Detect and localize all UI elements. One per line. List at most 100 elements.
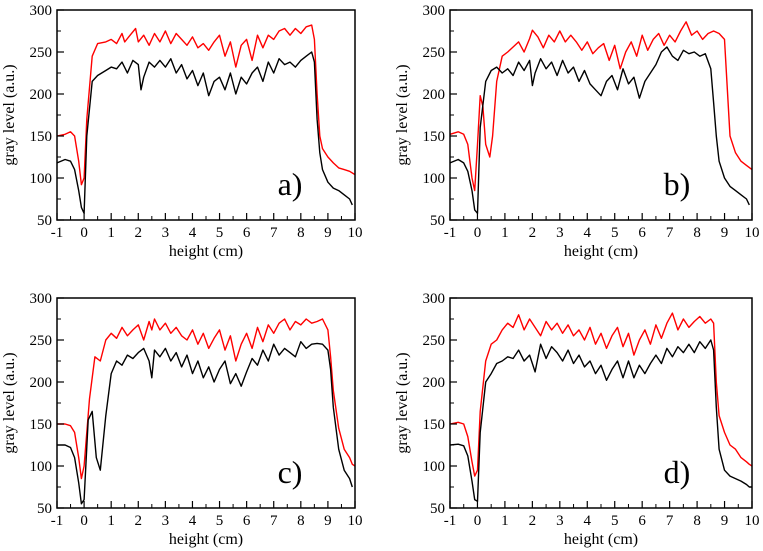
- x-tick-label: 2: [135, 225, 143, 241]
- x-tick-label: 5: [611, 225, 619, 241]
- x-tick-label: 0: [474, 225, 482, 241]
- x-tick-label: 6: [638, 513, 646, 529]
- x-axis-label: height (cm): [169, 243, 243, 260]
- y-tick-label: 250: [30, 45, 53, 61]
- x-tick-label: 3: [162, 225, 170, 241]
- x-tick-label: 9: [324, 225, 332, 241]
- x-tick-label: 2: [135, 513, 143, 529]
- chart-panel-3: -1 0 1 2 3 4 5 6 7 8 9 10 50 100 150 200 250 300 height (c…: [394, 291, 760, 548]
- x-tick-label: 10: [348, 225, 363, 241]
- y-tick-label: 300: [30, 291, 53, 307]
- y-tick-label: 200: [423, 87, 446, 103]
- x-tick-label: 9: [324, 513, 332, 529]
- x-tick-label: 8: [693, 225, 701, 241]
- x-tick-label: 8: [297, 225, 305, 241]
- plot-frame: [56, 9, 356, 221]
- y-tick-label: 150: [30, 129, 53, 145]
- x-tick-label: 1: [107, 225, 115, 241]
- series-line-red: [56, 24, 356, 186]
- x-tick-label: 4: [584, 225, 592, 241]
- x-axis-label: height (cm): [564, 243, 638, 260]
- x-tick-label: 5: [216, 225, 224, 241]
- x-tick-label: 3: [556, 225, 564, 241]
- panel-label: c): [278, 454, 303, 490]
- x-tick-label: -1: [51, 513, 64, 529]
- x-tick-label: 10: [745, 225, 760, 241]
- x-tick-label: 6: [243, 225, 251, 241]
- x-tick-label: 9: [721, 513, 729, 529]
- y-axis-label: gray level (a.u.): [1, 352, 18, 453]
- x-tick-label: -1: [444, 513, 457, 529]
- series-line-black: [449, 46, 750, 215]
- y-tick-label: 300: [423, 3, 446, 19]
- y-tick-label: 250: [423, 45, 446, 61]
- x-tick-label: 7: [666, 225, 674, 241]
- x-tick-label: 3: [556, 513, 564, 529]
- y-tick-label: 300: [30, 3, 53, 19]
- y-tick-label: 150: [423, 417, 446, 433]
- series-line-black: [449, 339, 752, 502]
- y-axis-label: gray level (a.u.): [394, 64, 411, 165]
- y-tick-label: 100: [423, 171, 446, 187]
- y-tick-label: 200: [30, 87, 53, 103]
- x-tick-label: -1: [444, 225, 457, 241]
- panel-label: d): [664, 454, 691, 490]
- x-tick-label: -1: [51, 225, 64, 241]
- x-tick-label: 0: [80, 225, 88, 241]
- x-tick-label: 6: [638, 225, 646, 241]
- y-tick-label: 100: [423, 459, 446, 475]
- x-tick-label: 0: [474, 513, 482, 529]
- x-tick-label: 0: [80, 513, 88, 529]
- x-tick-label: 5: [611, 513, 619, 529]
- chart-panel-2: -1 0 1 2 3 4 5 6 7 8 9 10 50 100 150 200 250 300 height (c…: [1, 291, 363, 548]
- panel-label: a): [278, 166, 303, 202]
- y-tick-label: 200: [30, 375, 53, 391]
- x-axis-label: height (cm): [564, 531, 638, 548]
- y-tick-label: 100: [30, 459, 53, 475]
- x-tick-label: 7: [270, 225, 278, 241]
- y-tick-label: 200: [423, 375, 446, 391]
- series-line-red: [449, 312, 753, 477]
- x-tick-label: 4: [189, 513, 197, 529]
- panel-label: b): [664, 166, 691, 202]
- x-tick-label: 1: [501, 513, 509, 529]
- x-tick-label: 10: [348, 513, 363, 529]
- y-tick-label: 50: [430, 213, 445, 229]
- series-line-red: [449, 21, 753, 192]
- x-tick-label: 6: [243, 513, 251, 529]
- x-tick-label: 8: [297, 513, 305, 529]
- x-tick-label: 1: [501, 225, 509, 241]
- chart-panel-0: -1 0 1 2 3 4 5 6 7 8 9 10 50 100 150 200 250 300 height (c…: [1, 3, 363, 260]
- x-tick-label: 1: [107, 513, 115, 529]
- y-tick-label: 50: [430, 501, 445, 517]
- x-tick-label: 7: [666, 513, 674, 529]
- y-tick-label: 100: [30, 171, 53, 187]
- chart-panel-1: -1 0 1 2 3 4 5 6 7 8 9 10 50 100 150 200 250 300 height (c…: [394, 3, 760, 260]
- y-tick-label: 50: [37, 501, 52, 517]
- x-tick-label: 8: [693, 513, 701, 529]
- y-tick-label: 250: [423, 333, 446, 349]
- x-axis-label: height (cm): [169, 531, 243, 548]
- x-tick-label: 2: [529, 513, 537, 529]
- plot-frame: [56, 297, 356, 509]
- x-tick-label: 7: [270, 513, 278, 529]
- y-axis-label: gray level (a.u.): [1, 64, 18, 165]
- x-tick-label: 5: [216, 513, 224, 529]
- y-tick-label: 150: [423, 129, 446, 145]
- series-line-black: [56, 51, 353, 215]
- y-tick-label: 250: [30, 333, 53, 349]
- y-axis-label: gray level (a.u.): [394, 352, 411, 453]
- x-tick-label: 4: [189, 225, 197, 241]
- series-line-red: [57, 318, 356, 480]
- x-tick-label: 2: [529, 225, 537, 241]
- y-tick-label: 50: [37, 213, 52, 229]
- plot-frame: [449, 9, 753, 221]
- x-tick-label: 9: [721, 225, 729, 241]
- x-tick-label: 4: [584, 513, 592, 529]
- x-tick-label: 10: [745, 513, 760, 529]
- y-tick-label: 150: [30, 417, 53, 433]
- series-line-black: [57, 341, 353, 505]
- x-tick-label: 3: [162, 513, 170, 529]
- plot-frame: [449, 297, 753, 509]
